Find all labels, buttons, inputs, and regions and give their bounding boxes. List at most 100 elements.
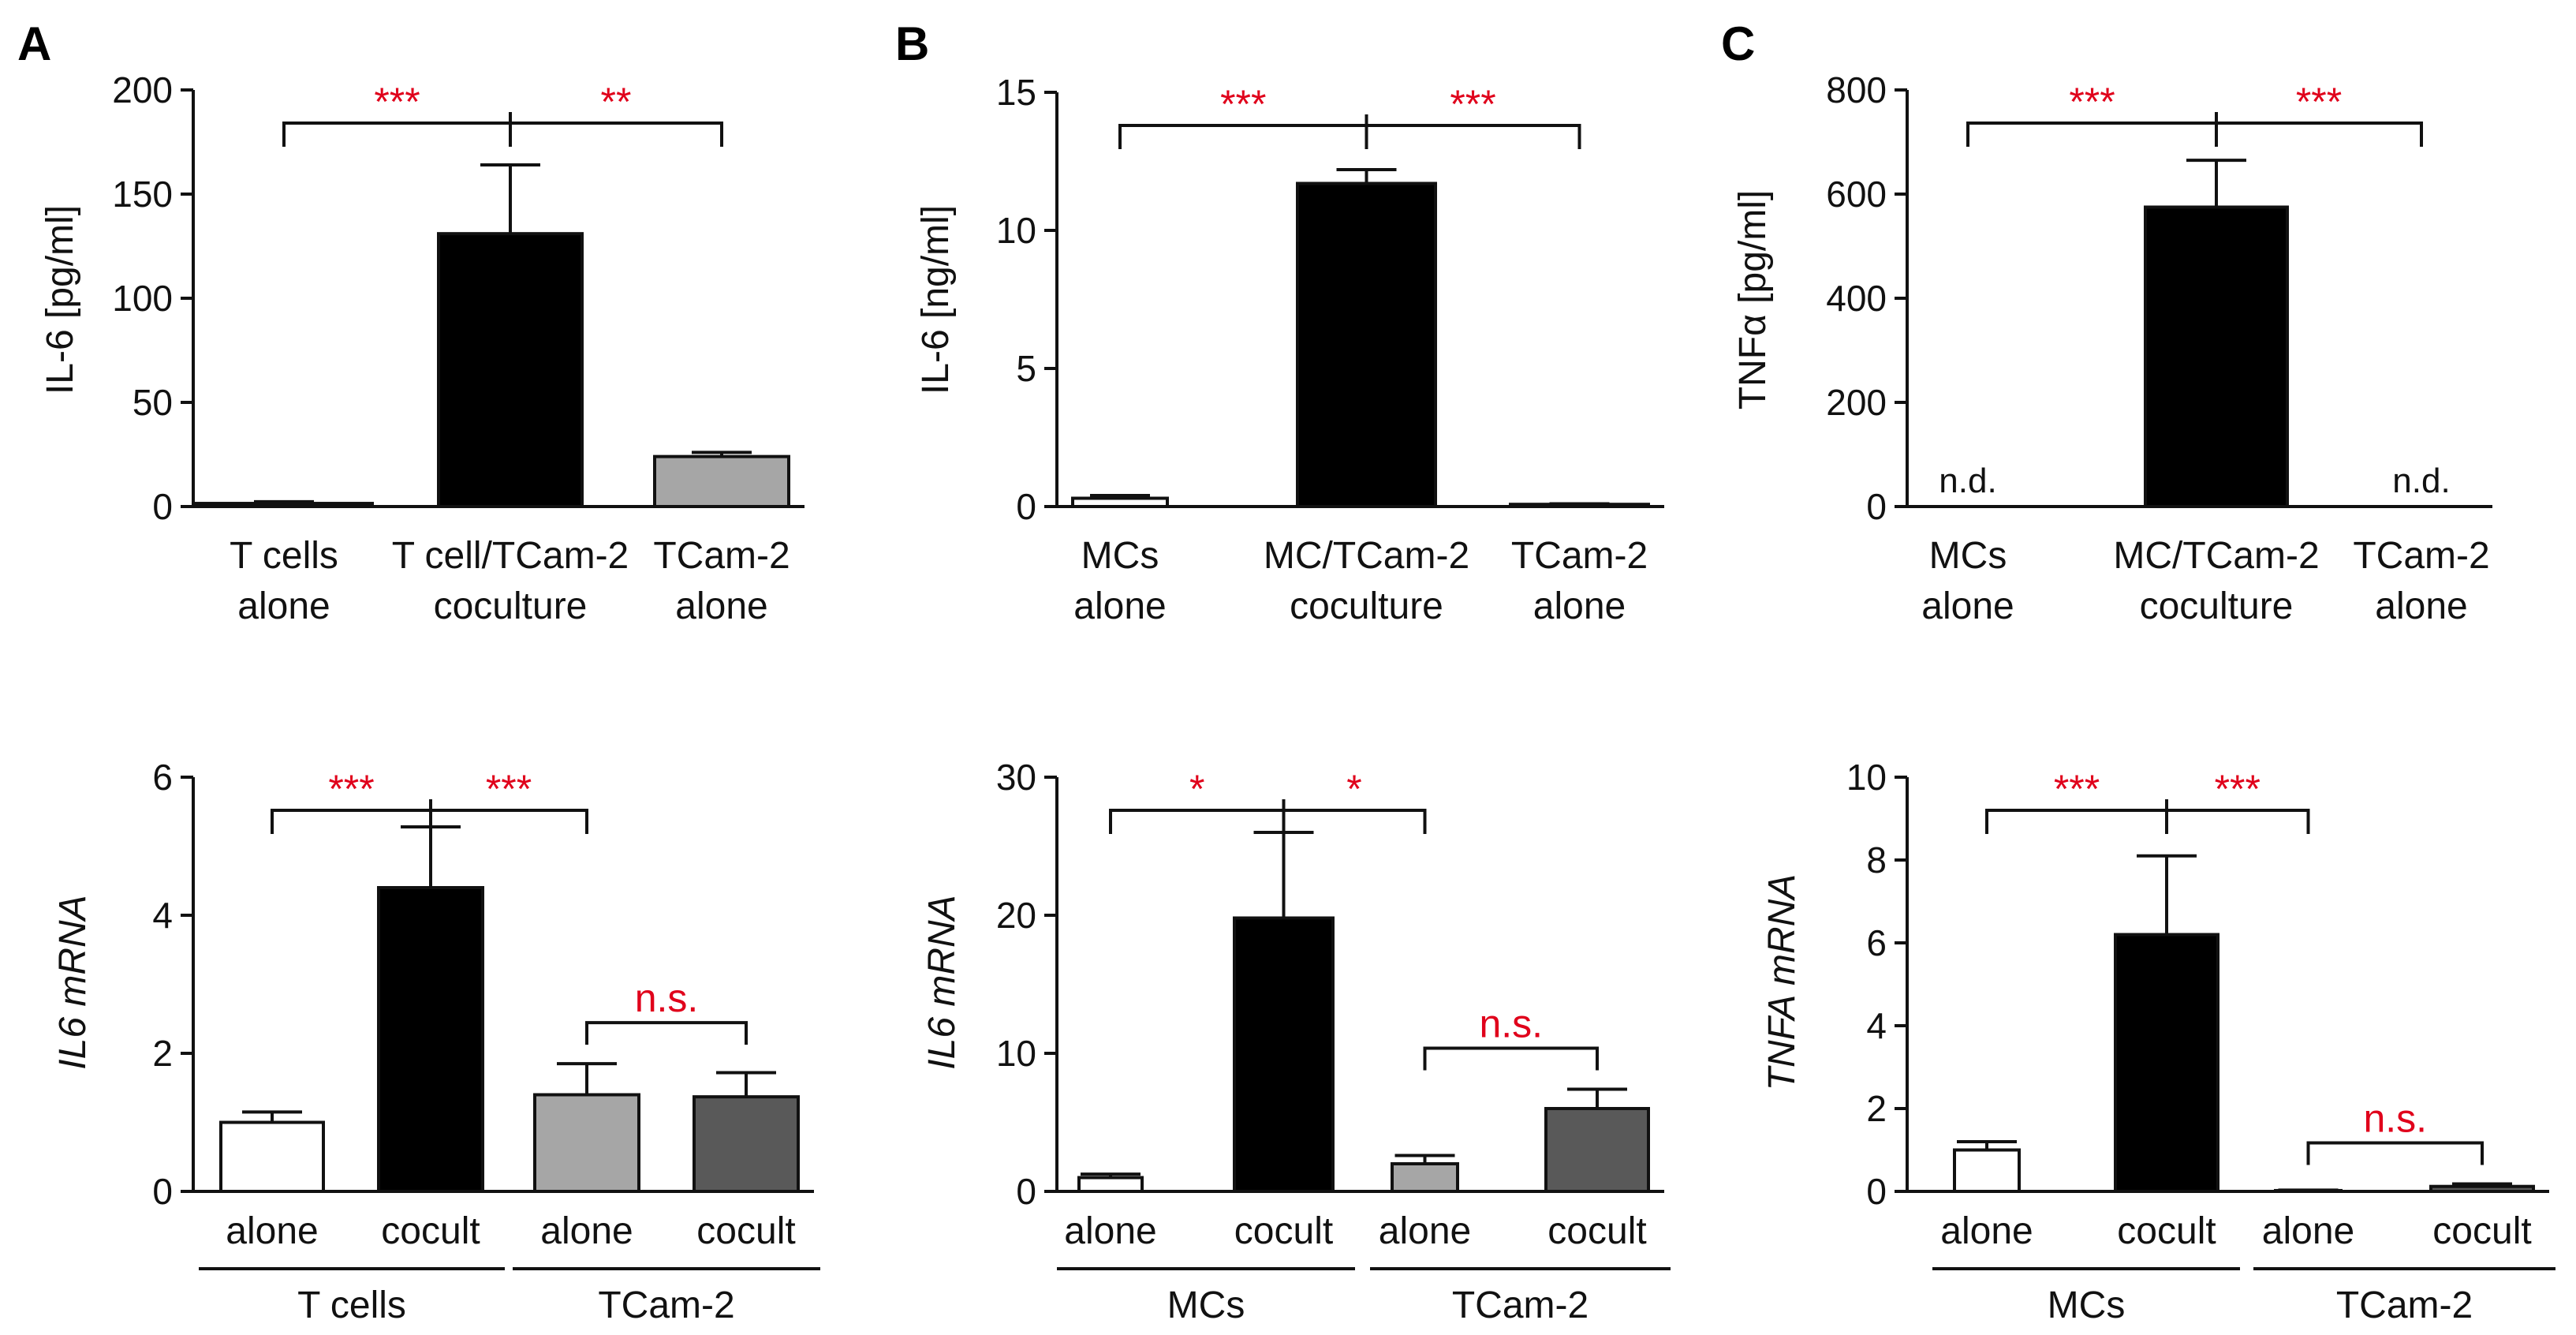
significance-bracket <box>1966 122 2218 147</box>
bar <box>1077 1176 1144 1193</box>
significance-label: *** <box>2054 767 2100 811</box>
bar <box>2114 933 2219 1193</box>
y-tick-label: 10 <box>1846 757 1887 798</box>
not-detected-label: n.d. <box>2392 462 2450 500</box>
significance-bracket <box>2165 809 2310 834</box>
category-label: coculture <box>2140 585 2294 627</box>
y-axis-title: TNFA mRNA <box>1761 874 1803 1091</box>
y-tick-label: 50 <box>133 382 173 423</box>
significance-bracket <box>1423 1046 1599 1071</box>
bar <box>653 454 790 509</box>
significance-bracket <box>1365 124 1581 149</box>
significance-label: *** <box>2069 80 2115 124</box>
bar <box>377 886 484 1193</box>
category-label: alone <box>237 585 330 627</box>
y-tick-label: 10 <box>996 210 1036 251</box>
y-axis-title-part: IL-6 [ng/ml] <box>915 205 957 395</box>
y-tick-label: 20 <box>996 895 1036 936</box>
bar <box>693 1095 800 1193</box>
panel-label-c: C <box>1721 17 1755 70</box>
significance-label: *** <box>2296 80 2342 124</box>
y-axis-title-part: α <box>1732 314 1774 336</box>
y-tick-label: 6 <box>152 757 173 798</box>
significance-bracket <box>509 122 723 147</box>
category-label: alone <box>1073 585 1166 627</box>
chart-a-top: 0 50 100 150 200 IL-6 [pg/ml] T cells alone T ce… <box>39 69 805 627</box>
category-label: cocult <box>2117 1210 2216 1252</box>
significance-bracket <box>282 122 512 147</box>
y-tick-label: 0 <box>1016 1171 1036 1212</box>
significance-bracket <box>1118 124 1368 149</box>
significance-bracket <box>2215 122 2423 147</box>
y-axis-title-part: TNFA mRNA <box>1761 874 1803 1091</box>
bar <box>533 1093 640 1193</box>
y-axis-title-part: IL6 mRNA <box>52 895 94 1069</box>
y-tick-label: 150 <box>112 174 173 215</box>
category-label: alone <box>226 1210 318 1252</box>
category-label: alone <box>675 585 767 627</box>
y-axis-title: IL-6 [pg/ml] <box>39 205 81 395</box>
significance-label: * <box>1189 767 1204 811</box>
category-label: MCs <box>1929 535 2007 577</box>
y-axis-title-part: IL-6 [pg/ml] <box>39 205 81 395</box>
category-label: cocult <box>1234 1210 1333 1252</box>
category-label: alone <box>2262 1210 2354 1252</box>
y-tick-label: 6 <box>1866 922 1887 963</box>
bar <box>1953 1148 2021 1193</box>
category-label: T cells <box>230 535 338 577</box>
category-label: cocult <box>2432 1210 2531 1252</box>
significance-bracket <box>1109 809 1286 834</box>
category-label: T cell/TCam-2 <box>392 535 629 577</box>
y-axis-title: IL-6 [ng/ml] <box>915 205 957 395</box>
y-axis-title: TNFα [pg/ml] <box>1732 190 1774 409</box>
significance-bracket <box>271 809 432 834</box>
bar <box>1391 1162 1459 1193</box>
significance-label: * <box>1346 767 1361 811</box>
y-axis-title-part: TNF <box>1732 336 1774 409</box>
category-label: alone <box>540 1210 633 1252</box>
y-tick-label: 0 <box>1866 1171 1887 1212</box>
significance-label: *** <box>2215 767 2261 811</box>
bar <box>1233 916 1335 1193</box>
bar <box>1296 181 1437 508</box>
significance-label: *** <box>486 767 532 811</box>
y-tick-label: 4 <box>152 895 173 936</box>
category-label: MCs <box>1081 535 1159 577</box>
chart-c-top: 0 200 400 600 800 TNFα [pg/ml] n.d. n.d. MCs alon… <box>1732 69 2492 627</box>
bar <box>2144 205 2289 508</box>
category-label: MC/TCam-2 <box>1264 535 1469 577</box>
y-tick-label: 15 <box>996 72 1036 113</box>
y-tick-label: 400 <box>1826 278 1887 319</box>
y-tick-label: 5 <box>1016 348 1036 389</box>
y-tick-label: 600 <box>1826 174 1887 215</box>
category-label: alone <box>1921 585 2014 627</box>
bar <box>194 502 374 508</box>
group-label: MCs <box>2048 1285 2126 1326</box>
significance-label: *** <box>328 767 374 811</box>
chart-a-bottom: 0 2 4 6 IL6 mRNA alone cocult alone cocult T cell… <box>52 757 820 1326</box>
significance-bracket <box>585 1021 748 1045</box>
chart-b-top: 0 5 10 15 IL-6 [ng/ml] MCs alone MC/TCam-2 cocul… <box>915 72 1664 627</box>
significance-bracket <box>1282 809 1427 834</box>
significance-bracket <box>429 809 588 834</box>
y-tick-label: 0 <box>152 1171 173 1212</box>
category-label: alone <box>1379 1210 1471 1252</box>
bar <box>437 232 584 508</box>
group-label: T cells <box>297 1285 406 1326</box>
category-label: alone <box>1533 585 1626 627</box>
category-label: TCam-2 <box>1511 535 1648 577</box>
y-tick-label: 200 <box>1826 382 1887 423</box>
significance-label: ** <box>601 80 632 124</box>
category-label: coculture <box>434 585 588 627</box>
y-axis-title-part: IL6 mRNA <box>921 895 963 1069</box>
bar <box>219 1120 325 1193</box>
panel-label-a: A <box>17 17 51 70</box>
bar <box>1544 1107 1650 1193</box>
y-tick-label: 30 <box>996 757 1036 798</box>
panel-label-b: B <box>895 17 929 70</box>
category-label: cocult <box>1547 1210 1646 1252</box>
y-axis-title-part: [pg/ml] <box>1732 190 1774 314</box>
y-tick-label: 2 <box>1866 1088 1887 1129</box>
significance-label: n.s. <box>2363 1097 2427 1141</box>
